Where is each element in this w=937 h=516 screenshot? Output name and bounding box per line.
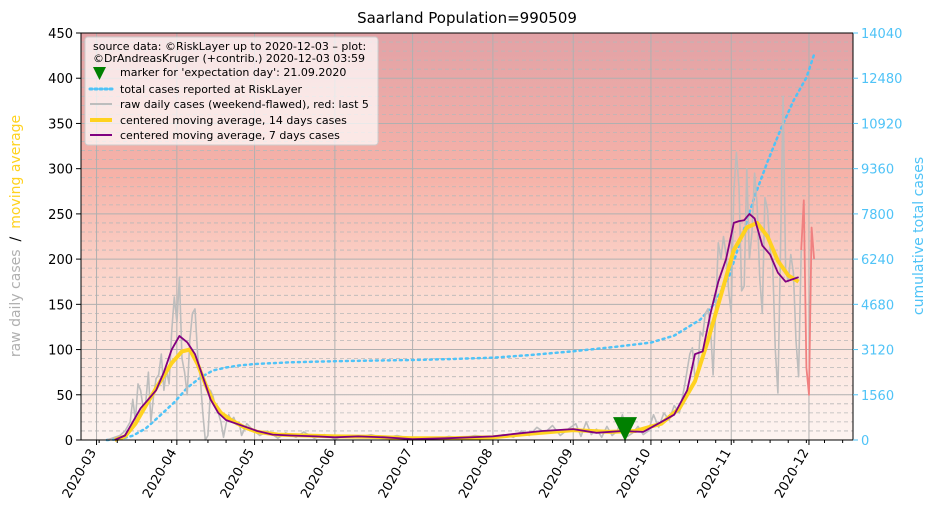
left-axis-label-raw: raw daily cases <box>8 249 24 357</box>
left-axis-label-ma: moving average <box>8 115 24 229</box>
left-tick-label: 200 <box>48 253 73 268</box>
x-tick-label: 2020-03 <box>60 447 100 502</box>
left-axis-label: raw daily cases / moving average <box>8 115 24 357</box>
right-axis-label: cumulative total cases <box>911 157 927 315</box>
left-axis-label-sep: / <box>8 236 24 241</box>
left-tick-label: 150 <box>48 298 73 313</box>
legend: source data: ©RiskLayer up to 2020-12-03… <box>84 36 379 146</box>
right-tick-label: 0 <box>861 434 869 449</box>
right-tick-label: 7800 <box>861 208 894 223</box>
x-tick-label: 2020-09 <box>537 447 577 502</box>
x-tick-label: 2020-10 <box>614 447 654 502</box>
x-tick-label: 2020-08 <box>456 446 496 501</box>
left-tick-label: 450 <box>48 27 73 42</box>
left-tick-label: 400 <box>48 72 73 87</box>
right-tick-label: 9360 <box>861 163 894 178</box>
series-line-centered-moving-average-7-days-cases <box>114 213 799 441</box>
legend-entry-total: total cases reported at RiskLayer <box>120 83 303 96</box>
x-tick-label: 2020-12 <box>772 447 812 502</box>
x-tick-label: 2020-07 <box>376 447 416 502</box>
right-tick-label: 3120 <box>861 344 894 359</box>
x-tick-label: 2020-04 <box>140 447 180 502</box>
legend-entry-raw: raw daily cases (weekend-flawed), red: l… <box>120 98 369 111</box>
legend-entry-ma7: centered moving average, 7 days cases <box>120 129 340 142</box>
legend-entry-marker: marker for 'expectation day': 21.09.2020 <box>120 66 346 79</box>
series-line-raw-daily-cases-last-5-days <box>800 199 815 396</box>
expectation-marker-icon <box>613 417 638 442</box>
legend-box <box>84 36 379 146</box>
left-tick-label: 50 <box>56 389 73 404</box>
left-tick-label: 350 <box>48 117 73 132</box>
right-tick-label: 10920 <box>861 117 902 132</box>
right-tick-label: 1560 <box>861 389 894 404</box>
series-line-total-cases-reported-at-risklayer <box>105 53 816 442</box>
x-tick-label: 2020-06 <box>298 447 338 502</box>
right-tick-label: 12480 <box>861 72 902 87</box>
legend-source-line2: ©DrAndreasKruger (+contrib.) 2020-12-03 … <box>93 52 365 65</box>
x-tick-label: 2020-05 <box>218 447 258 502</box>
left-tick-label: 0 <box>65 434 73 449</box>
x-tick-label: 2020-11 <box>695 447 735 502</box>
svg-text:raw daily cases/moving average: raw daily cases / moving average <box>8 115 24 357</box>
right-tick-label: 14040 <box>861 27 902 42</box>
plot-frame <box>80 32 854 441</box>
left-tick-label: 100 <box>48 344 73 359</box>
legend-triangle-icon <box>93 67 106 80</box>
left-tick-label: 250 <box>48 208 73 223</box>
right-tick-label: 4680 <box>861 298 894 313</box>
right-tick-label: 6240 <box>861 253 894 268</box>
legend-entry-ma14: centered moving average, 14 days cases <box>120 114 347 127</box>
series-group <box>105 53 816 442</box>
left-tick-label: 300 <box>48 163 73 178</box>
legend-source-line1: source data: ©RiskLayer up to 2020-12-03… <box>93 40 366 53</box>
chart-title: Saarland Population=990509 <box>357 9 577 27</box>
